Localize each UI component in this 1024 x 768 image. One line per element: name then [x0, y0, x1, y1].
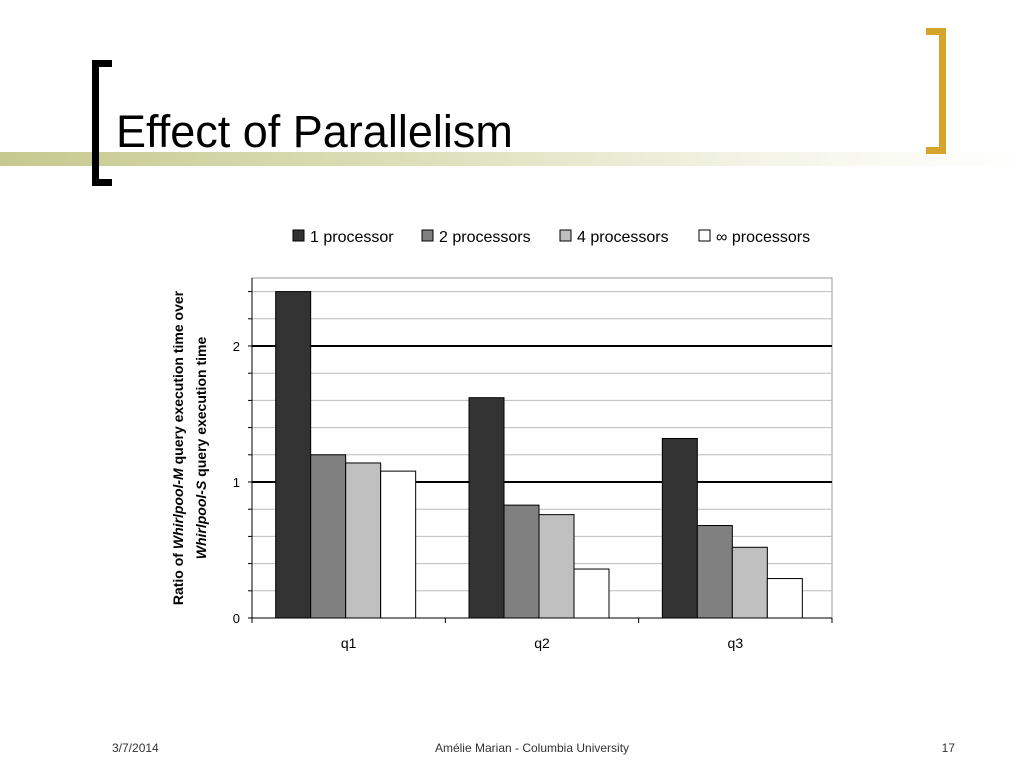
axis-labels: q1 q2 q3 0 1 2 Ratio of Whirlpool-M query exec…	[170, 290, 743, 651]
bar	[380, 470, 417, 619]
footer-author: Amélie Marian - Columbia University	[434, 741, 630, 755]
bar-chart: 1 processor 2 processors 4 processors ∞ pro…	[170, 229, 833, 651]
title-accent-bar	[0, 152, 1024, 166]
legend-label: 2 processors	[439, 229, 531, 246]
y-axis-label-line2: Whirlpool-S query execution time	[193, 337, 209, 560]
x-tick-label: q3	[728, 635, 744, 651]
bars	[275, 291, 803, 619]
y-tick-label: 0	[233, 611, 240, 626]
x-tick-label: q2	[534, 635, 550, 651]
bar	[573, 568, 610, 619]
footer-date: 3/7/2014	[112, 741, 159, 755]
right-bracket-decoration	[926, 28, 946, 154]
bar	[503, 504, 540, 619]
legend-swatch	[698, 229, 711, 242]
bar	[468, 397, 505, 619]
slide-title: Effect of Parallelism	[116, 106, 513, 157]
legend-swatch	[559, 229, 572, 242]
bar	[345, 462, 382, 619]
legend-swatch	[292, 229, 305, 242]
page-number: 17	[941, 741, 955, 755]
bar	[310, 454, 347, 619]
left-bracket-decoration	[92, 60, 112, 186]
y-axis-label-line1: Ratio of Whirlpool-M query execution tim…	[170, 290, 186, 605]
legend-label: ∞ processors	[716, 229, 810, 246]
legend-label: 4 processors	[577, 229, 669, 246]
legend: 1 processor 2 processors 4 processors ∞ pro…	[292, 229, 810, 246]
y-tick-label: 2	[233, 339, 240, 354]
y-tick-label: 1	[233, 475, 240, 490]
bar	[766, 578, 803, 619]
legend-swatch	[421, 229, 434, 242]
bar	[275, 291, 312, 619]
bar	[661, 437, 698, 619]
bar	[731, 546, 768, 619]
bar	[538, 514, 575, 619]
bar	[696, 525, 733, 619]
x-tick-label: q1	[341, 635, 357, 651]
axes	[248, 278, 833, 623]
legend-label: 1 processor	[310, 229, 394, 246]
